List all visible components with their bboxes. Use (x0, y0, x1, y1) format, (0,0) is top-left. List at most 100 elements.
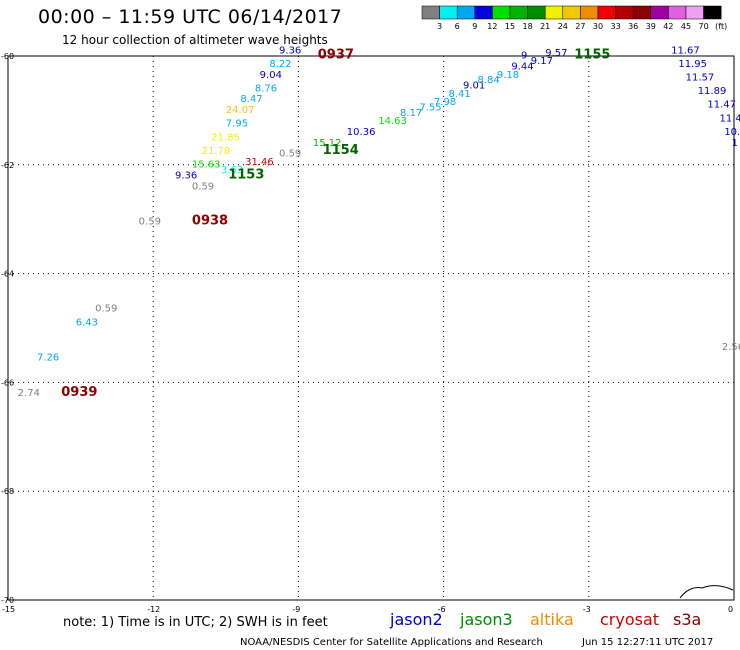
colorbar-tick-label: 36 (628, 22, 638, 31)
colorbar-swatch (527, 5, 546, 20)
wave-height-value: 9.36 (175, 170, 197, 181)
colorbar-tick-label: 9 (472, 22, 477, 31)
wave-height-value: 9.01 (463, 81, 485, 92)
colorbar-tick-label: 70 (699, 22, 709, 31)
map-frame (7, 55, 735, 601)
page-subtitle: 12 hour collection of altimeter wave hei… (62, 33, 328, 47)
wave-height-value: 9.17 (531, 56, 553, 67)
colorbar-tick-label: 42 (663, 22, 673, 31)
axis-labels: -60 -62 -64 -66 -68 -70-15 -12 -9 -6 -3 0 (1, 52, 733, 614)
coastline (679, 585, 734, 599)
wave-height-value: 8.22 (269, 59, 291, 70)
lon-tick-label: 0 (728, 605, 733, 614)
colorbar-swatch (421, 5, 440, 20)
lon-tick-label: -15 (2, 605, 15, 614)
colorbar-swatch (703, 5, 722, 20)
colorbar-swatch (509, 5, 528, 20)
lat-tick-label: -66 (1, 378, 14, 387)
note-text: note: 1) Time is in UTC; 2) SWH is in fe… (63, 615, 328, 630)
wave-height-value: 1 (732, 138, 738, 149)
wave-height-value: 0.59 (95, 304, 117, 315)
lat-tick-label: -68 (1, 487, 14, 496)
legend-entry-s3a: s3a (673, 610, 701, 629)
colorbar-tick-label: 27 (575, 22, 585, 31)
lat-tick-label: -64 (1, 270, 14, 279)
wave-height-value: 8.41 (448, 89, 470, 100)
legend-entry-jason2: jason2 (389, 610, 443, 629)
page-title: 00:00 – 11:59 UTC 06/14/2017 (38, 6, 343, 28)
colorbar-swatch (562, 5, 581, 20)
wave-height-value: 11.89 (698, 86, 727, 97)
pass-time-label: 1155 (574, 48, 610, 63)
pass-time-labels: 0937 0938 0939 1153 1154 1155 (61, 48, 610, 400)
lat-tick-label: -60 (1, 52, 14, 61)
pass-time-label: 1154 (323, 143, 359, 158)
colorbar-swatch (615, 5, 634, 20)
footer-timestamp: Jun 15 12:27:11 UTC 2017 (581, 637, 713, 648)
wave-height-value: 15.12 (313, 138, 342, 149)
wave-height-value: 9.04 (260, 70, 282, 81)
wave-height-value: 3.63 (221, 165, 243, 176)
colorbar-tick-label: 12 (487, 22, 497, 31)
colorbar-tick-label: (ft) (715, 22, 727, 31)
colorbar-swatch (544, 5, 564, 20)
wave-height-value: 9 (521, 51, 527, 62)
wave-height-value: 0.59 (192, 181, 214, 192)
wave-height-value: 9.18 (497, 70, 519, 81)
colorbar-swatch (597, 5, 616, 20)
wave-height-value: 11.47 (719, 113, 740, 124)
legend-entry-altika: altika (530, 610, 574, 629)
pass-time-label: 0937 (318, 48, 354, 63)
colorbar-tick-label: 39 (646, 22, 656, 31)
colorbar-tick-label: 24 (558, 22, 568, 31)
colorbar-tick-label: 30 (593, 22, 603, 31)
wave-height-value: 0.59 (279, 149, 301, 160)
wave-height-value: 9.36 (279, 45, 301, 56)
colorbar-tick-label: 18 (523, 22, 533, 31)
wave-height-value: 8.17 (400, 108, 422, 119)
legend-entry-jason3: jason3 (459, 610, 513, 629)
pass-time-label: 0939 (61, 385, 97, 400)
colorbar-tick-label: 21 (540, 22, 550, 31)
colorbar-swatch (492, 5, 511, 20)
wave-height-value: 8.47 (240, 94, 262, 105)
wave-height-value: 11.47 (707, 100, 736, 111)
legend-entry-cryosat: cryosat (600, 610, 659, 629)
map-grid (8, 56, 734, 600)
wave-height-value: 0.59 (139, 217, 161, 228)
colorbar-tick-label: 15 (505, 22, 515, 31)
wave-height-value: 8.76 (255, 83, 277, 94)
wave-height-value: 6.43 (76, 317, 98, 328)
lon-tick-label: -9 (292, 605, 300, 614)
wave-height-value: 21.78 (202, 146, 231, 157)
wave-height-value: 7.55 (419, 102, 441, 113)
pass-time-label: 0938 (192, 214, 228, 229)
wave-height-value: 11.57 (686, 72, 715, 83)
colorbar-swatch (439, 5, 458, 20)
colorbar-swatch (632, 5, 652, 20)
colorbar-tick-label: 33 (611, 22, 621, 31)
colorbar-tick-label: 45 (681, 22, 691, 31)
wave-height-value: 7.98 (434, 97, 456, 108)
wave-height-value: 2.74 (18, 388, 40, 399)
wave-height-value: 2.56 (722, 342, 740, 353)
wave-height-value: 7.26 (37, 353, 59, 364)
lon-tick-label: -6 (438, 605, 446, 614)
wave-height-value: 14.63 (378, 116, 407, 127)
colorbar-swatch (456, 5, 476, 20)
wave-height-value: 9.44 (511, 62, 533, 73)
satellite-legend: jason2 jason3 altika cryosat s3a (389, 610, 701, 629)
lat-tick-label: -62 (1, 161, 14, 170)
wave-height-value: 15.63 (192, 160, 221, 171)
colorbar-tick-label: 3 (437, 22, 442, 31)
wave-height-value: 21.85 (211, 132, 240, 143)
wave-height-value: 9.57 (545, 48, 567, 59)
colorbar: 3 6 9 12 15 18 21 24 27 30 33 36 39 42 45 70 (ft) (421, 5, 727, 31)
footer-credit: NOAA/NESDIS Center for Satellite Applica… (240, 637, 543, 648)
lat-tick-label: -70 (1, 596, 14, 605)
wave-height-value: 24.07 (226, 105, 255, 116)
colorbar-swatch (650, 5, 669, 20)
wave-height-value: 11.95 (678, 59, 707, 70)
colorbar-tick-label: 6 (455, 22, 460, 31)
